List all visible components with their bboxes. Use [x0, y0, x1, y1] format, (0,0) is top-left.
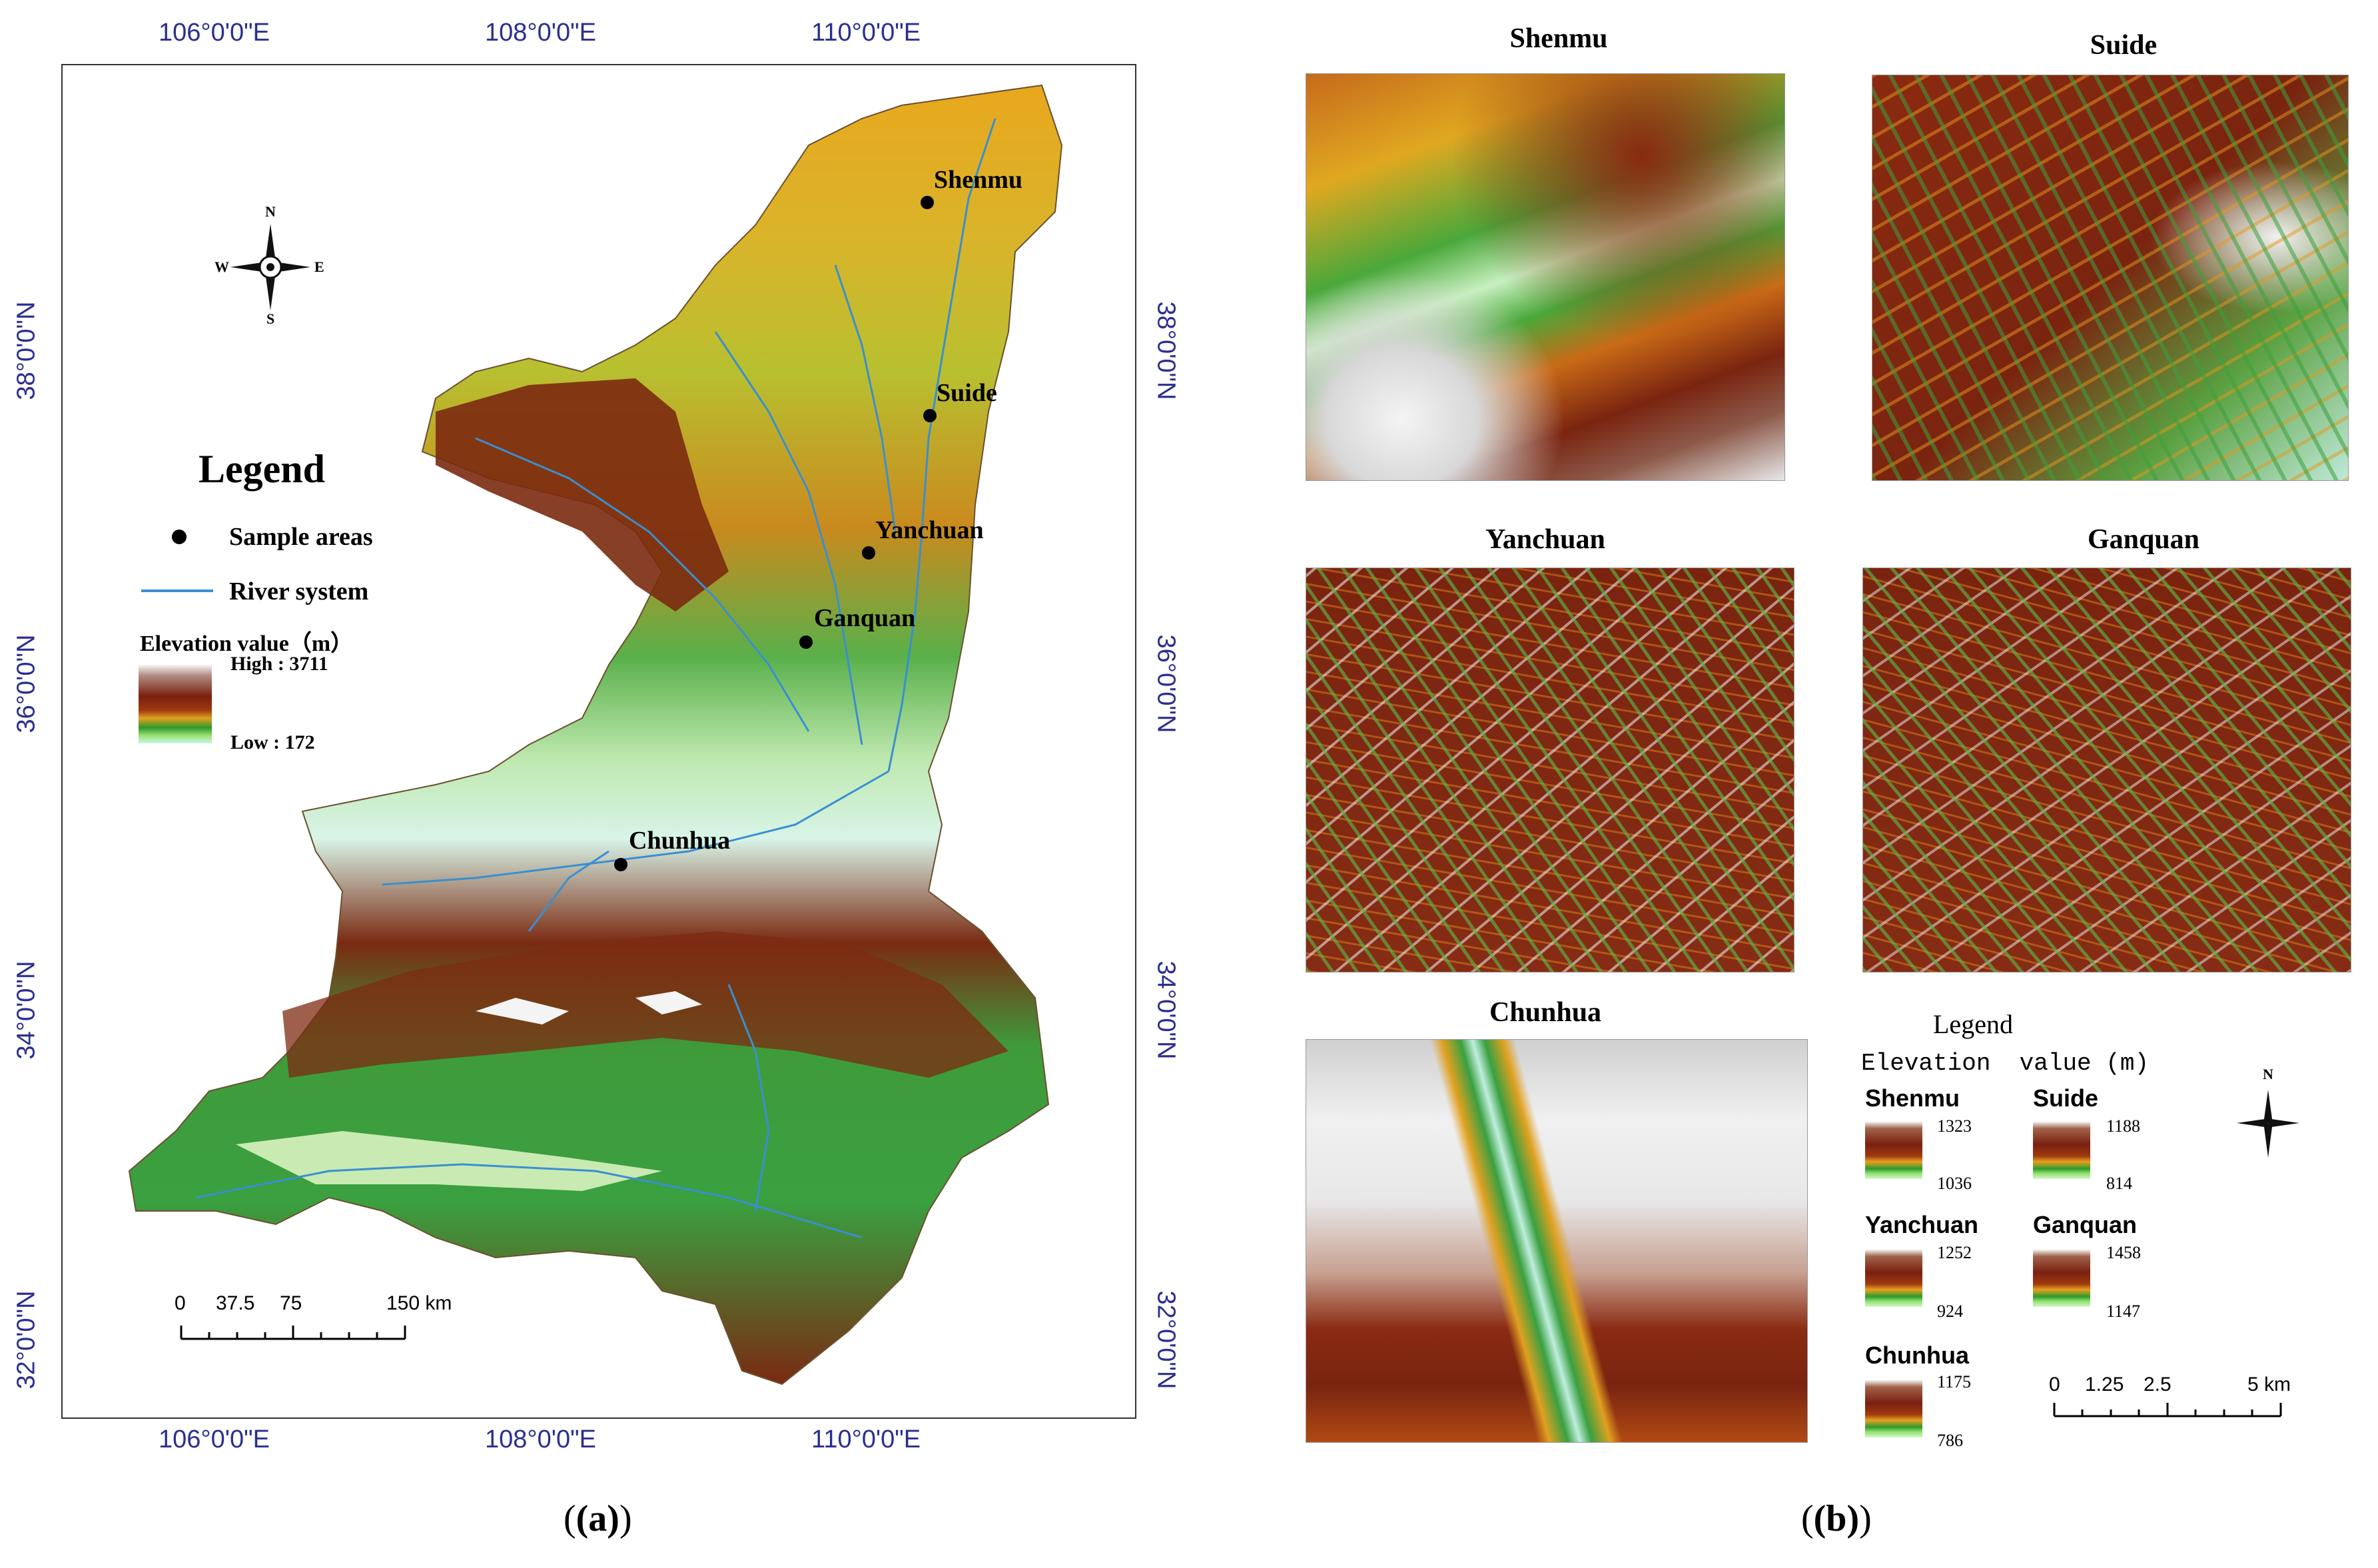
dem-chunhua [1306, 1039, 1808, 1443]
left-lat-36: 36°0'0"N [12, 634, 41, 733]
legend-high-value: High : 3711 [230, 653, 328, 675]
legend-b-title: Legend [1933, 1009, 2013, 1039]
shaanxi-elevation-map [128, 84, 1063, 1385]
bottom-lon-110: 110°0'0"E [811, 1425, 921, 1453]
legend-b-ramp-suide [2033, 1122, 2090, 1179]
bottom-lon-106: 106°0'0"E [159, 1425, 270, 1453]
river-network [195, 118, 996, 1239]
sample-title-suide: Suide [2090, 30, 2158, 61]
legend-b-ramp-ganquan [2033, 1250, 2090, 1307]
dem-ganquan [1862, 568, 2351, 973]
compass-e-label: E [314, 258, 324, 275]
top-lon-106: 106°0'0"E [159, 19, 270, 47]
legend-title: Legend [198, 447, 326, 491]
legend-b-ramp-yanchuan [1865, 1250, 1922, 1307]
scale-b-label-0: 0 [2049, 1373, 2060, 1395]
scale-b-label-125: 1.25 [2085, 1373, 2124, 1395]
scale-a-label-75: 75 [280, 1292, 302, 1314]
site-label-chunhua: Chunhua [629, 827, 731, 855]
hanzhong-basin [236, 1131, 662, 1191]
sample-area-dot-icon [172, 530, 187, 544]
legend-b-low-chunhua: 786 [1937, 1431, 1963, 1450]
caption-a-letter: (a) [576, 1498, 619, 1539]
site-dot-ganquan [799, 635, 813, 649]
compass-s-label: S [266, 310, 275, 327]
compass-rose-icon [230, 224, 310, 310]
qinling-band [282, 931, 1008, 1078]
scale-bar-b [2053, 1403, 2282, 1417]
snow-peaks [476, 991, 702, 1024]
legend-b-name-suide: Suide [2033, 1084, 2099, 1112]
site-dot-yanchuan [862, 546, 875, 560]
scale-a-label-37: 37.5 [216, 1292, 255, 1314]
legend-river-system: River system [229, 578, 369, 605]
dem-yanchuan [1306, 568, 1794, 973]
compass-n-label: N [265, 203, 276, 220]
right-lat-32: 32°0'0"N [1152, 1290, 1180, 1389]
left-lat-38: 38°0'0"N [12, 301, 41, 400]
compass-w-label: W [214, 258, 229, 275]
right-lat-36: 36°0'0"N [1152, 634, 1180, 733]
scale-a-label-0: 0 [175, 1292, 186, 1314]
legend-b-high-yanchuan: 1252 [1937, 1243, 1972, 1262]
dem-suide [1872, 75, 2349, 481]
elevation-color-ramp [139, 665, 212, 743]
legend-b-name-ganquan: Ganquan [2033, 1211, 2138, 1238]
north-arrow-icon [2237, 1090, 2299, 1158]
left-lat-34: 34°0'0"N [12, 961, 41, 1060]
legend-b-high-chunhua: 1175 [1937, 1372, 1972, 1391]
legend-sample-areas: Sample areas [229, 523, 373, 551]
legend-elevation-title: Elevation value（m） [140, 631, 354, 656]
legend-b-high-shenmu: 1323 [1937, 1116, 1972, 1136]
dem-shenmu [1306, 73, 1785, 481]
caption-a: ((a)) [564, 1498, 632, 1539]
left-lat-32: 32°0'0"N [12, 1290, 41, 1389]
sample-title-chunhua: Chunhua [1489, 997, 1602, 1028]
legend-b-low-yanchuan: 924 [1937, 1302, 1963, 1321]
legend-b-low-suide: 814 [2106, 1174, 2132, 1193]
legend-b-name-yanchuan: Yanchuan [1865, 1211, 1979, 1238]
scale-a-label-150: 150 km [386, 1292, 452, 1314]
scale-b-label-5: 5 km [2247, 1373, 2291, 1395]
north-arrow-n-label: N [2263, 1066, 2273, 1082]
site-dot-suide [923, 409, 937, 422]
legend-b-low-ganquan: 1147 [2106, 1302, 2141, 1321]
legend-b-ramp-shenmu [1865, 1122, 1922, 1179]
caption-b-letter: (b) [1813, 1498, 1860, 1539]
legend-b-high-suide: 1188 [2106, 1116, 2141, 1136]
legend-b-name-chunhua: Chunhua [1865, 1342, 1969, 1369]
bottom-lon-108: 108°0'0"E [485, 1425, 596, 1453]
site-label-ganquan: Ganquan [814, 604, 916, 632]
site-label-shenmu: Shenmu [934, 166, 1023, 194]
river-line-icon [141, 589, 213, 592]
sample-title-yanchuan: Yanchuan [1485, 524, 1605, 555]
right-lat-34: 34°0'0"N [1152, 961, 1180, 1060]
legend-b-name-shenmu: Shenmu [1865, 1084, 1960, 1112]
legend-b-high-ganquan: 1458 [2106, 1243, 2141, 1262]
scale-bar-a [180, 1326, 406, 1340]
scale-b-label-25: 2.5 [2144, 1373, 2172, 1395]
legend-b-low-shenmu: 1036 [1937, 1174, 1972, 1193]
legend-low-value: Low : 172 [230, 731, 315, 753]
right-lat-38: 38°0'0"N [1152, 301, 1180, 400]
top-lon-108: 108°0'0"E [485, 19, 596, 47]
sample-title-shenmu: Shenmu [1509, 23, 1608, 54]
site-label-suide: Suide [937, 379, 997, 407]
top-lon-110: 110°0'0"E [811, 19, 921, 47]
site-dot-shenmu [921, 196, 934, 209]
sample-title-ganquan: Ganquan [2087, 524, 2200, 555]
west-plateau [436, 378, 729, 611]
caption-b: ((b)) [1801, 1498, 1872, 1539]
legend-b-elevation-title: Elevation value (m) [1861, 1050, 2150, 1077]
site-dot-chunhua [614, 858, 627, 871]
site-label-yanchuan: Yanchuan [875, 516, 984, 544]
legend-b-ramp-chunhua [1865, 1380, 1922, 1437]
